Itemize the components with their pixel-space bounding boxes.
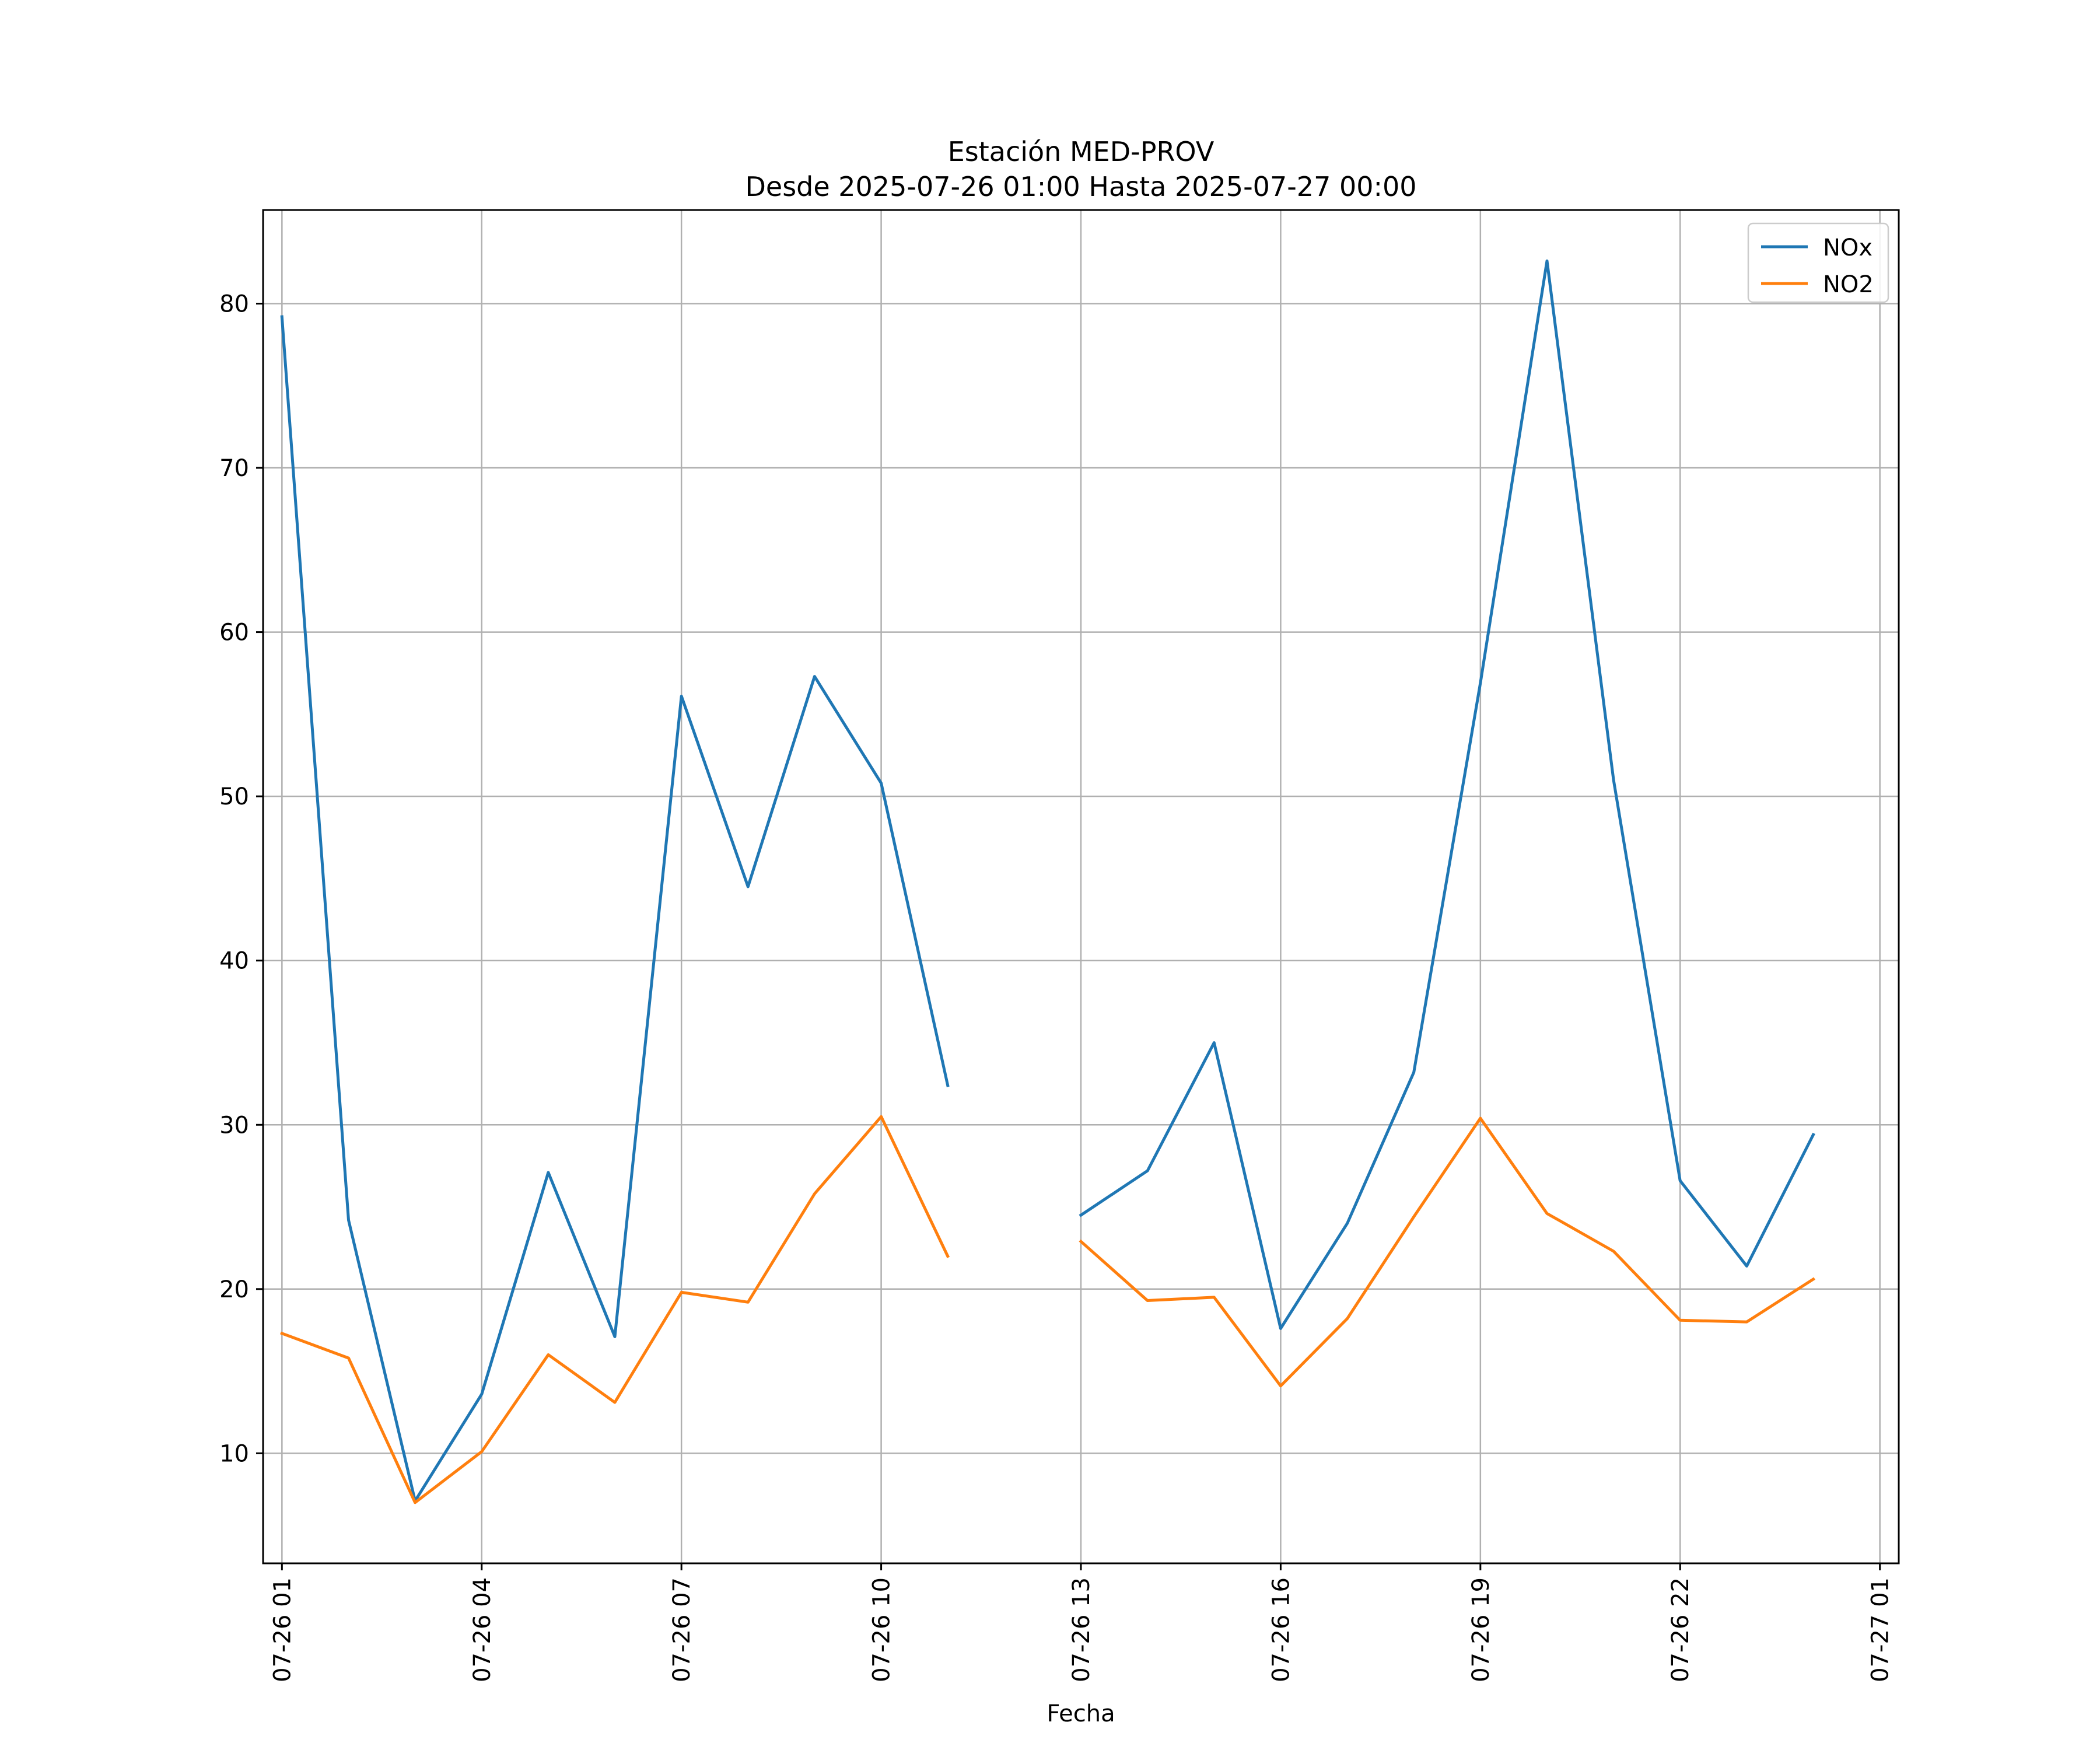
y-tick-label: 20 — [219, 1276, 249, 1303]
y-tick-label: 50 — [219, 783, 249, 810]
x-tick-label: 07-26 01 — [269, 1577, 296, 1682]
chart-title-line-2: Desde 2025-07-26 01:00 Hasta 2025-07-27 … — [745, 171, 1416, 202]
x-tick-label: 07-26 19 — [1468, 1577, 1494, 1682]
y-tick-label: 60 — [219, 620, 249, 646]
y-tick-label: 80 — [219, 290, 249, 317]
series-no2 — [280, 1115, 1815, 1504]
series-line-nox — [1079, 259, 1815, 1330]
x-tick-label: 07-26 16 — [1268, 1577, 1294, 1682]
legend: NOx NO2 — [1747, 222, 1889, 303]
legend-label-nox: NOx — [1823, 235, 1873, 261]
x-tick-label: 07-27 01 — [1867, 1577, 1894, 1682]
x-tick-label: 07-26 10 — [869, 1577, 895, 1682]
x-tick-label: 07-26 07 — [668, 1577, 695, 1682]
series-lines — [280, 259, 1815, 1504]
y-tick-label: 70 — [219, 455, 249, 482]
series-line-no2 — [1079, 1116, 1815, 1388]
legend-label-no2: NO2 — [1823, 271, 1874, 298]
series-line-no2 — [280, 1115, 950, 1504]
x-tick-label: 07-26 13 — [1068, 1577, 1095, 1682]
y-tick-label: 40 — [219, 948, 249, 975]
y-tick-label: 30 — [219, 1112, 249, 1139]
series-line-nox — [280, 315, 950, 1503]
x-tick-label: 07-26 22 — [1667, 1577, 1694, 1682]
x-tick-label: 07-26 04 — [469, 1577, 496, 1682]
x-axis-label: Fecha — [1046, 1700, 1115, 1727]
series-nox — [280, 259, 1815, 1503]
y-tick-label: 10 — [219, 1440, 249, 1467]
grid-lines — [263, 210, 1899, 1563]
chart-title-line-1: Estación MED-PROV — [948, 136, 1214, 167]
axis-ticks: 07-26 01 07-26 04 07-26 07 07-26 10 07-26 13… — [219, 290, 1894, 1682]
